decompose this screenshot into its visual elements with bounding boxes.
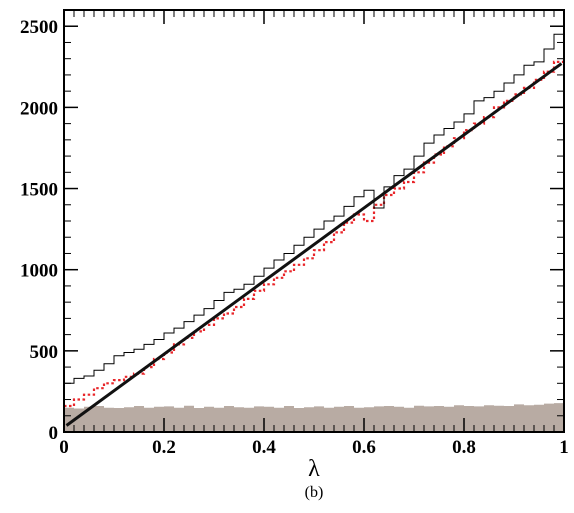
figure-caption: (b) bbox=[305, 484, 324, 501]
x-axis-label: λ bbox=[308, 456, 320, 482]
x-tick-label: 0.8 bbox=[452, 437, 476, 458]
y-tick-label: 2000 bbox=[20, 98, 58, 119]
y-tick-label: 1500 bbox=[20, 180, 58, 201]
y-tick-label: 0 bbox=[49, 423, 59, 444]
plot-frame bbox=[63, 9, 565, 433]
series-fit-line bbox=[65, 62, 563, 427]
y-tick-label: 1000 bbox=[20, 261, 58, 282]
x-tick-label: 0 bbox=[59, 437, 69, 458]
y-tick-label: 500 bbox=[30, 342, 59, 363]
x-tick-label: 0.4 bbox=[252, 437, 276, 458]
x-tick-label: 0.2 bbox=[152, 437, 176, 458]
x-tick-label: 1 bbox=[559, 437, 569, 458]
series-grey-histogram bbox=[64, 403, 564, 432]
series-black-histogram bbox=[64, 33, 564, 384]
x-tick-label: 0.6 bbox=[352, 437, 376, 458]
y-tick-label: 2500 bbox=[20, 17, 58, 38]
